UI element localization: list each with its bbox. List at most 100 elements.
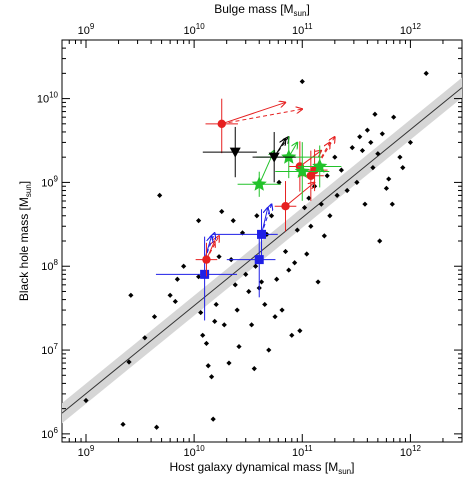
data-point-diamond — [407, 139, 414, 146]
data-point-diamond — [321, 233, 327, 239]
data-point-diamond — [254, 213, 260, 219]
arrow — [261, 204, 272, 235]
data-point-diamond — [251, 366, 257, 372]
data-point-diamond — [386, 176, 392, 182]
data-point-diamond — [286, 267, 292, 273]
arrow — [285, 182, 315, 207]
data-point-diamond — [332, 154, 338, 160]
data-point-diamond — [276, 179, 282, 186]
y-tick-label: 106 — [41, 426, 58, 441]
data-point-diamond — [230, 218, 236, 224]
y-tick-label: 1010 — [37, 91, 59, 106]
data-point-diamond — [383, 185, 390, 191]
data-point-diamond — [308, 223, 314, 229]
x-tick-label: 1011 — [292, 444, 313, 459]
arrow — [206, 236, 219, 260]
data-point-diamond — [294, 227, 300, 233]
data-point-diamond — [379, 131, 385, 137]
data-point-diamond — [338, 167, 344, 173]
top-x-tick-label: 109 — [78, 22, 95, 37]
data-point-diamond — [83, 397, 89, 404]
data-point-diamond — [279, 307, 285, 313]
data-point-diamond — [344, 187, 350, 194]
data-point-diamond — [249, 322, 255, 328]
data-point-diamond — [324, 173, 330, 179]
data-point-star — [281, 149, 297, 164]
data-point-diamond — [389, 201, 395, 207]
data-point-diamond — [200, 332, 206, 338]
data-point-diamond — [198, 309, 204, 316]
data-point-diamond — [364, 127, 370, 133]
data-point-diamond — [315, 279, 321, 285]
data-point-diamond — [243, 271, 249, 277]
data-point-diamond — [120, 421, 126, 427]
data-point-diamond — [368, 139, 374, 146]
data-point-square — [254, 255, 264, 265]
data-point-diamond — [212, 318, 218, 324]
data-point-diamond — [246, 288, 252, 295]
data-point-diamond — [226, 360, 232, 366]
data-point-circle — [202, 255, 211, 264]
data-point-diamond — [216, 254, 222, 260]
data-point-diamond — [232, 282, 238, 288]
data-point-diamond — [289, 332, 295, 338]
data-point-diamond — [400, 165, 406, 171]
top-x-tick-label: 1011 — [292, 22, 313, 37]
data-point-diamond — [268, 213, 275, 219]
data-point-diamond — [359, 147, 366, 154]
data-point-diamond — [397, 154, 403, 160]
data-point-diamond — [258, 279, 265, 285]
data-point-diamond — [306, 195, 312, 201]
data-point-diamond — [423, 70, 429, 76]
data-point-circle — [217, 119, 226, 129]
y-axis-title: Black hole mass [Msun] — [17, 181, 33, 301]
data-point-star — [312, 158, 328, 173]
y-tick-label: 107 — [41, 342, 58, 357]
data-point-diamond — [126, 359, 132, 365]
data-point-diamond — [208, 374, 215, 380]
data-point-diamond — [142, 335, 148, 341]
data-point-triangle — [268, 152, 280, 163]
data-point-diamond — [349, 145, 355, 151]
data-point-diamond — [221, 322, 227, 328]
data-point-square — [200, 269, 210, 279]
x-tick-label: 109 — [78, 444, 95, 459]
y-tick-label: 108 — [41, 258, 58, 273]
data-point-diamond — [219, 208, 225, 215]
data-point-diamond — [151, 314, 158, 320]
data-point-diamond — [301, 205, 308, 211]
data-point-diamond — [272, 314, 278, 320]
data-point-diamond — [205, 363, 211, 369]
data-point-diamond — [274, 276, 280, 282]
data-point-star — [294, 163, 310, 178]
ticks-group: 109 1010 1011 1012 109 1010 1011 1012 106 107 108 1… — [37, 22, 463, 459]
data-point-diamond — [196, 218, 202, 224]
data-point-diamond — [362, 201, 368, 207]
x-tick-label: 1010 — [184, 444, 206, 459]
data-point-triangle — [229, 147, 241, 158]
data-point-diamond — [174, 276, 180, 282]
data-point-diamond — [236, 343, 242, 350]
data-point-diamond — [210, 416, 216, 422]
data-point-diamond — [181, 263, 187, 269]
data-point-diamond — [357, 134, 363, 140]
x-axis-title: Host galaxy dynamical mass [Msun] — [170, 460, 355, 476]
arrow — [204, 233, 215, 260]
points-group — [83, 70, 429, 430]
data-point-diamond — [372, 111, 378, 117]
data-point-diamond — [391, 114, 397, 120]
top-x-tick-label: 1012 — [400, 22, 422, 37]
data-point-diamond — [262, 301, 268, 308]
data-point-diamond — [252, 263, 259, 269]
data-point-star — [251, 176, 267, 191]
data-point-diamond — [318, 201, 324, 207]
data-point-diamond — [292, 260, 298, 266]
data-point-diamond — [266, 347, 272, 353]
data-point-square — [257, 229, 267, 239]
data-point-diamond — [299, 78, 305, 85]
arrow — [221, 109, 303, 125]
data-point-diamond — [377, 238, 383, 244]
top-x-tick-label: 1010 — [184, 22, 206, 37]
